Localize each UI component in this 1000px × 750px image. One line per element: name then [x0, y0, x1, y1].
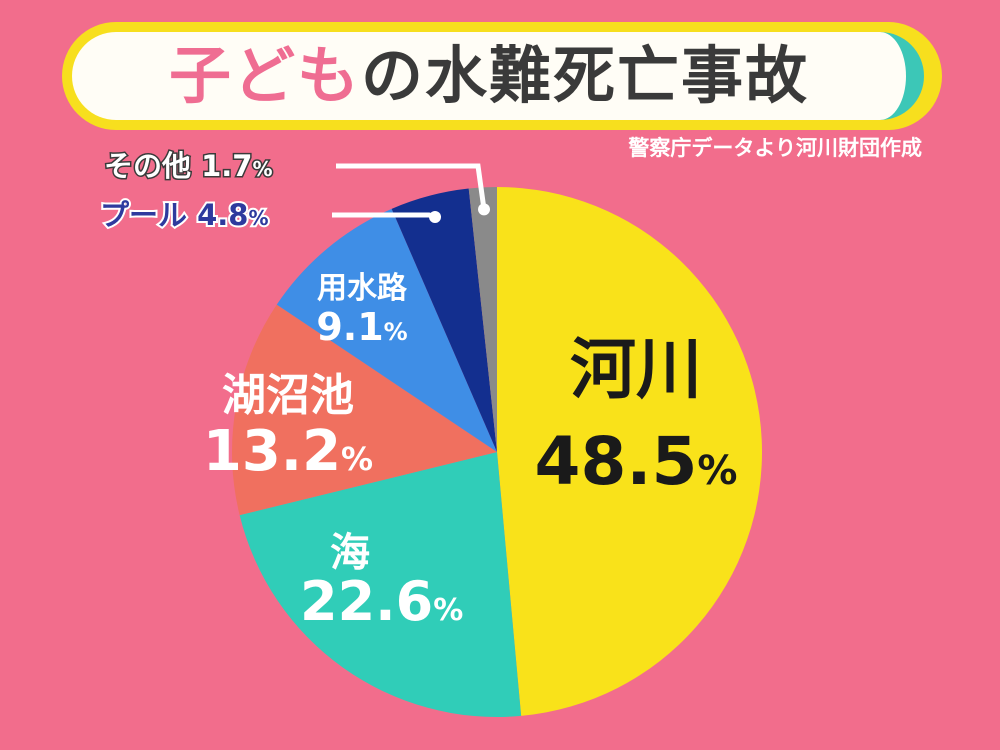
pie-slice-canal	[276, 208, 497, 452]
leader-line-pool	[332, 212, 436, 220]
leader-dot-pool	[429, 211, 442, 224]
slice-label-other: その他 1.7%	[104, 149, 273, 183]
source-note: 警察庁データより河川財団作成	[628, 136, 922, 160]
leader-dot-other	[478, 203, 491, 216]
slice-label-river: 河川	[570, 331, 702, 408]
slice-label-lake: 湖沼池	[222, 370, 354, 421]
slice-label-canal: 用水路	[317, 271, 408, 306]
leader-line-other	[336, 163, 487, 210]
title-part-children: 子ども	[168, 39, 361, 112]
pie-slice-pool	[391, 188, 497, 452]
slice-value-sea: 22.6%	[300, 570, 463, 633]
slice-value-canal: 9.1%	[316, 305, 407, 349]
pie-slices	[231, 187, 762, 717]
chart-title: 子どもの水難死亡事故	[169, 45, 809, 107]
slice-label-sea: 海	[330, 530, 370, 576]
slice-value-lake: 13.2%	[203, 419, 373, 484]
pie-slice-sea	[239, 452, 522, 717]
pie-slice-river	[497, 187, 762, 716]
pie-slice-other	[468, 187, 497, 452]
pie-slice-lake	[231, 304, 497, 516]
slice-value-river: 48.5%	[535, 423, 738, 500]
leader-lines	[332, 163, 491, 224]
title-banner: 子どもの水難死亡事故	[72, 32, 924, 120]
title-part-drowning: の水難死亡事故	[361, 39, 810, 112]
slice-label-pool: プール 4.8%	[100, 198, 269, 232]
